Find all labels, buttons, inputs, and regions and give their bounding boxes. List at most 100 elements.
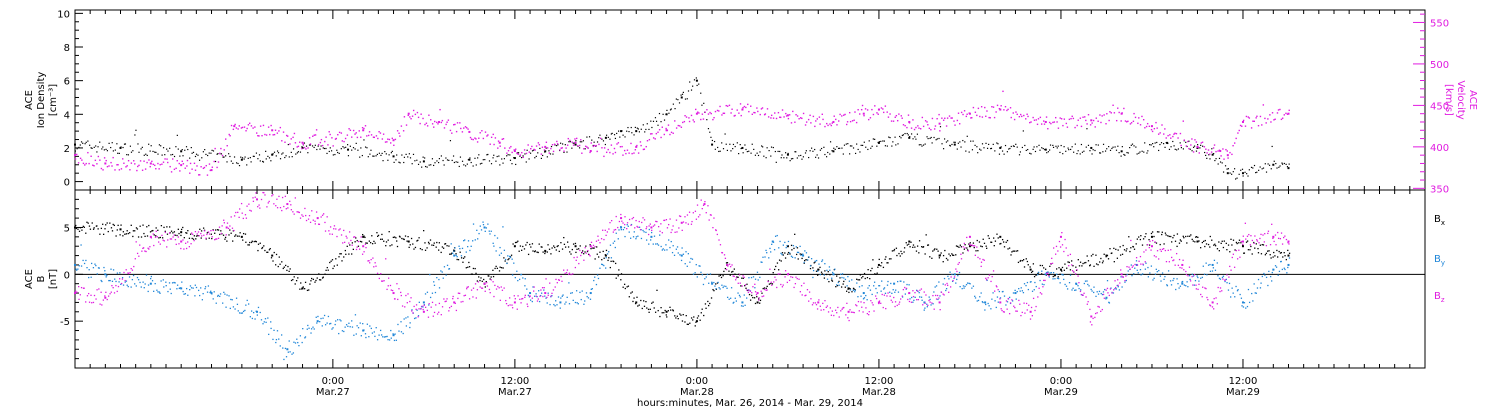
data-point: [888, 258, 891, 260]
data-point: [462, 261, 464, 263]
data-point: [443, 266, 446, 268]
data-point: [273, 251, 275, 254]
data-point: [604, 229, 606, 231]
data-point: [755, 294, 758, 296]
data-point: [526, 149, 528, 151]
data-point: [977, 256, 979, 259]
data-point: [563, 236, 565, 239]
data-point: [1164, 275, 1166, 278]
data-point: [537, 142, 540, 144]
data-point: [947, 259, 949, 261]
data-point: [678, 227, 680, 229]
data-point: [704, 303, 707, 305]
data-point: [746, 283, 748, 285]
data-point: [230, 298, 232, 301]
data-point: [558, 250, 560, 253]
data-point: [1226, 282, 1228, 284]
data-point: [410, 118, 412, 120]
data-point: [564, 272, 566, 275]
data-point: [479, 286, 481, 288]
data-point: [294, 197, 296, 199]
data-point: [974, 297, 977, 299]
data-point: [741, 285, 743, 287]
data-point: [264, 133, 266, 136]
data-point: [859, 113, 861, 115]
data-point: [938, 301, 941, 304]
data-point: [726, 105, 729, 107]
data-point: [670, 309, 672, 311]
data-point: [545, 297, 547, 299]
data-point: [620, 130, 623, 133]
data-point: [790, 255, 793, 257]
data-point: [1130, 122, 1133, 124]
data-point: [160, 280, 162, 282]
data-point: [1100, 310, 1102, 312]
data-point: [557, 245, 559, 247]
data-point: [1241, 240, 1244, 243]
data-point: [929, 256, 931, 258]
data-point: [776, 234, 778, 237]
data-point: [589, 244, 591, 246]
data-point: [1221, 276, 1224, 279]
data-point: [1016, 113, 1018, 116]
data-point: [111, 280, 114, 282]
data-point: [589, 255, 591, 257]
data-point: [722, 148, 725, 150]
data-point: [1107, 292, 1109, 294]
data-point: [167, 239, 169, 241]
data-point: [974, 245, 976, 247]
data-point: [712, 226, 714, 229]
data-point: [430, 119, 432, 121]
data-point: [532, 286, 534, 288]
data-point: [456, 258, 458, 261]
data-point: [290, 151, 292, 153]
data-point: [815, 304, 818, 306]
data-point: [137, 279, 140, 281]
data-point: [192, 287, 194, 289]
data-point: [693, 79, 696, 81]
data-point: [360, 335, 362, 337]
data-point: [619, 146, 622, 148]
data-point: [977, 299, 980, 302]
data-point: [1223, 158, 1225, 160]
data-point: [1044, 148, 1046, 151]
data-point: [639, 229, 642, 231]
data-point: [182, 239, 184, 241]
data-point: [497, 285, 499, 288]
data-point: [796, 115, 799, 117]
data-point: [686, 265, 688, 267]
data-point: [446, 159, 449, 161]
data-point: [1228, 282, 1231, 285]
data-point: [668, 239, 670, 241]
data-point: [1276, 112, 1279, 114]
data-point: [942, 293, 944, 295]
data-point: [670, 231, 672, 234]
data-point: [1220, 242, 1222, 245]
data-point: [401, 154, 403, 156]
data-point: [778, 259, 781, 261]
data-point: [812, 269, 815, 272]
data-point: [603, 147, 606, 149]
data-point: [949, 255, 951, 257]
data-point: [486, 285, 489, 287]
data-point: [783, 157, 785, 159]
data-point: [551, 144, 554, 146]
data-point: [1021, 115, 1023, 118]
data-point: [301, 146, 303, 148]
data-point: [721, 284, 723, 286]
data-point: [632, 300, 634, 303]
data-point: [843, 114, 845, 116]
data-point: [379, 132, 382, 134]
data-point: [484, 230, 486, 232]
data-point: [575, 290, 578, 292]
data-point: [631, 291, 633, 293]
data-point: [536, 251, 538, 253]
data-point: [721, 142, 723, 144]
data-point: [306, 289, 309, 292]
data-point: [889, 291, 891, 293]
data-point: [1160, 142, 1163, 144]
data-point: [1124, 279, 1126, 282]
data-point: [617, 130, 620, 132]
data-point: [1018, 154, 1021, 156]
data-point: [286, 203, 289, 206]
